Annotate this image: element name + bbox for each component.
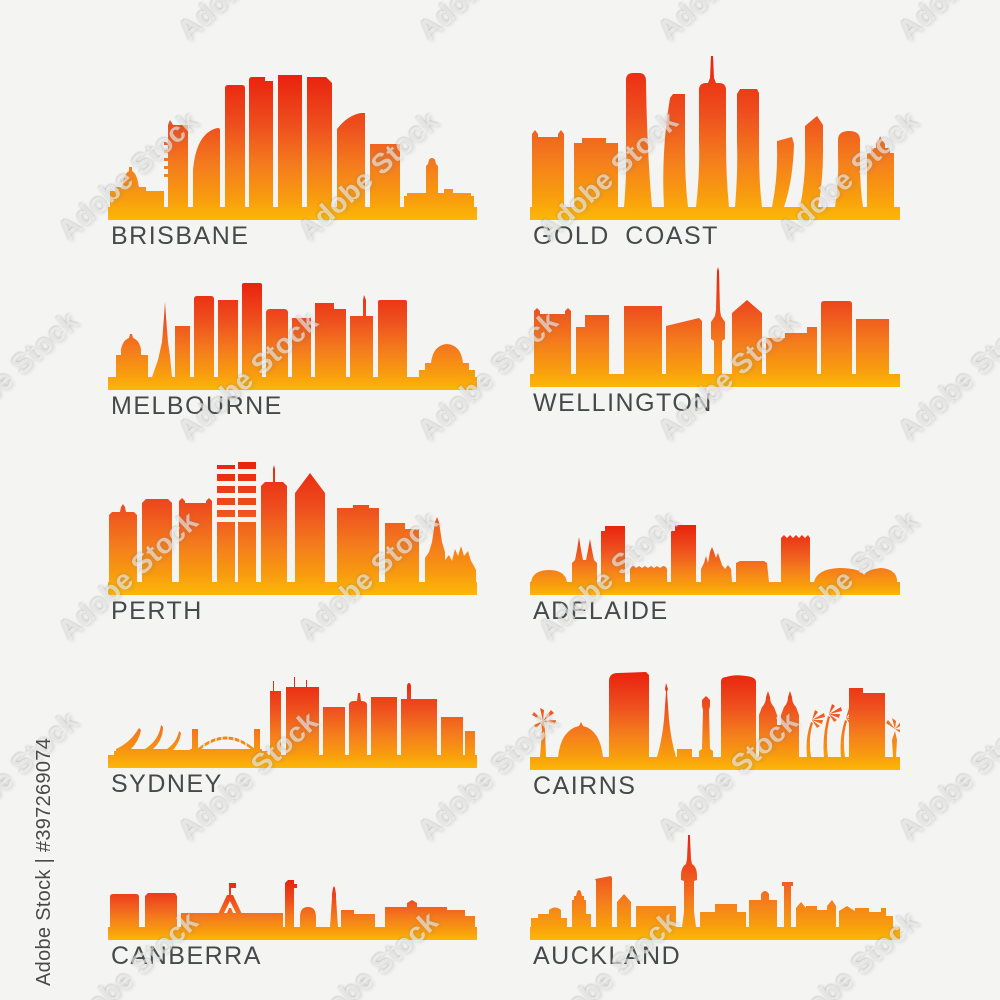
wellington-skyline-graphic [530,267,900,387]
city-block-cairns: CAIRNS [530,668,900,799]
perth-tower-stripes [216,469,257,522]
melbourne-silhouette [108,283,477,390]
cairns-skyline-graphic [530,672,900,770]
watermark-tile: Adobe Stock [891,305,1000,447]
city-block-gold-coast: GOLD COAST [530,52,900,249]
watermark-credit: Adobe Stock | #397269074 [33,737,55,986]
melbourne-skyline-graphic [108,283,477,390]
city-label-wellington: WELLINGTON [533,389,713,417]
city-block-auckland: AUCKLAND [530,835,900,969]
watermark-tile: Adobe Stock [652,0,805,47]
city-label-brisbane: BRISBANE [111,222,250,250]
brisbane-silhouette [108,75,477,220]
sydney-silhouette [108,677,477,768]
city-block-wellington: WELLINGTON [530,265,900,416]
wellington-silhouette [530,267,900,387]
adelaide-silhouette [530,525,900,595]
city-label-perth: PERTH [111,597,203,625]
harbour-bridge-cables [203,732,247,749]
watermark-tile: Adobe Stock [892,0,1000,47]
city-block-adelaide: ADELAIDE [530,522,900,624]
adelaide-skyline-graphic [530,525,900,595]
city-block-perth: PERTH [108,460,477,624]
cairns-silhouette [530,672,900,770]
auckland-silhouette [530,835,900,940]
canberra-skyline-graphic [108,880,477,940]
city-label-sydney: SYDNEY [111,770,223,798]
city-label-melbourne: MELBOURNE [111,392,283,420]
city-block-melbourne: MELBOURNE [108,282,477,419]
city-block-sydney: SYDNEY [108,672,477,797]
sydney-skyline-graphic [108,677,477,768]
watermark-tile: Adobe Stock [0,0,85,47]
canberra-silhouette [108,880,477,940]
watermark-tile: Adobe Stock [172,0,325,47]
watermark-tile: Adobe Stock [891,705,1000,847]
auckland-skyline-graphic [530,835,900,940]
gold-coast-skyline-graphic [530,56,900,220]
city-block-canberra: CANBERRA [108,878,477,969]
brisbane-skyline-graphic [108,75,477,220]
city-label-adelaide: ADELAIDE [533,597,669,625]
city-label-auckland: AUCKLAND [533,942,682,970]
watermark-tile: Adobe Stock [0,305,84,447]
city-label-gold-coast: GOLD COAST [533,222,719,250]
perth-silhouette [108,462,477,595]
city-block-brisbane: BRISBANE [108,72,477,249]
city-label-canberra: CANBERRA [111,942,262,970]
perth-skyline-graphic [108,462,477,595]
city-label-cairns: CAIRNS [533,772,637,800]
watermark-tile: Adobe Stock [412,0,565,47]
gold-coast-silhouette [530,56,900,220]
